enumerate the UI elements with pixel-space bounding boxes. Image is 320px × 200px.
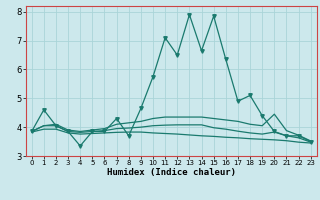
X-axis label: Humidex (Indice chaleur): Humidex (Indice chaleur) xyxy=(107,168,236,177)
